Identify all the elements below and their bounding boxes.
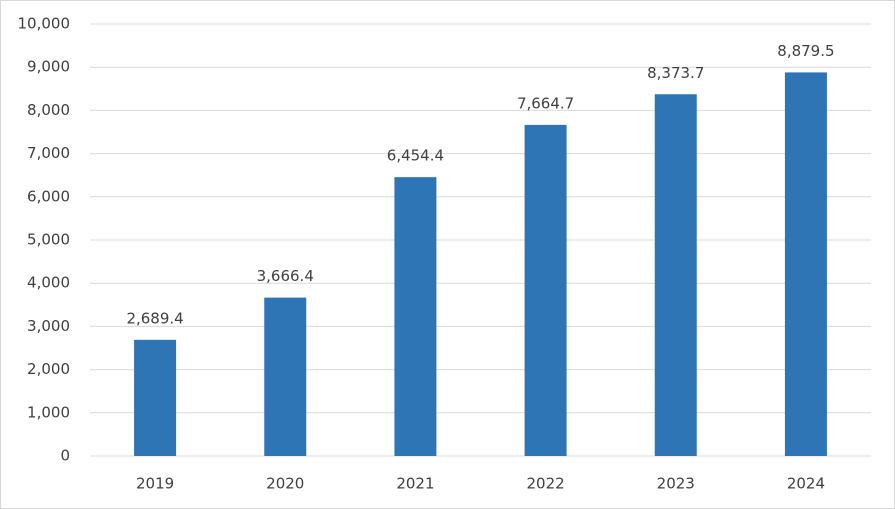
x-tick-label: 2022 <box>526 475 564 493</box>
y-tick-label: 4,000 <box>27 274 70 292</box>
value-label: 3,666.4 <box>257 267 314 285</box>
y-tick-label: 7,000 <box>27 144 70 162</box>
y-tick-label: 9,000 <box>27 58 70 76</box>
y-tick-label: 1,000 <box>27 403 70 421</box>
y-tick-label: 0 <box>60 447 70 465</box>
x-tick-label: 2019 <box>136 475 174 493</box>
value-label: 8,879.5 <box>777 42 834 60</box>
value-label: 6,454.4 <box>387 147 444 165</box>
bar <box>654 94 697 456</box>
x-tick-label: 2024 <box>787 475 825 493</box>
value-label: 7,664.7 <box>517 94 574 112</box>
y-tick-label: 2,000 <box>27 360 70 378</box>
y-tick-label: 5,000 <box>27 231 70 249</box>
bar <box>134 339 177 456</box>
bar <box>264 297 307 456</box>
x-tick-label: 2020 <box>266 475 304 493</box>
value-label: 2,689.4 <box>126 309 183 327</box>
value-label: 8,373.7 <box>647 64 704 82</box>
bar <box>394 177 437 456</box>
bar <box>784 72 827 456</box>
y-tick-label: 3,000 <box>27 317 70 335</box>
bar <box>524 124 567 457</box>
y-tick-label: 10,000 <box>18 15 71 33</box>
x-tick-label: 2021 <box>396 475 434 493</box>
y-tick-label: 8,000 <box>27 101 70 119</box>
x-tick-label: 2023 <box>657 475 695 493</box>
y-tick-label: 6,000 <box>27 187 70 205</box>
